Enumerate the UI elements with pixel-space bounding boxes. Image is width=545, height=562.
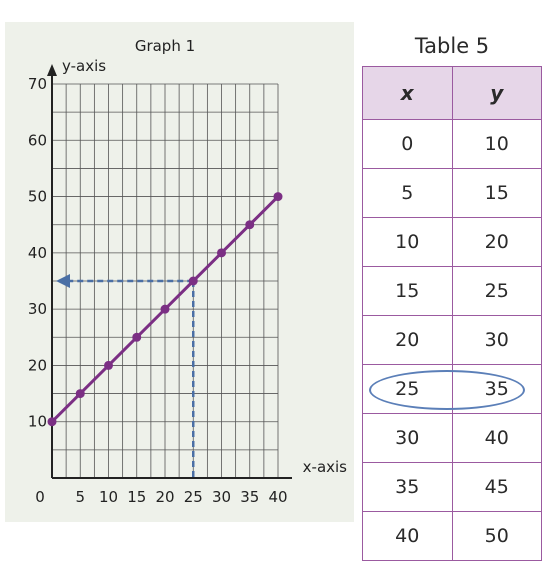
table-row: 40 50 bbox=[363, 512, 542, 561]
table-header-row: x y bbox=[363, 67, 542, 120]
graph-panel: 0 5 10 15 20 25 30 35 40 10 20 30 40 50 60 70 Graph 1 y-a… bbox=[5, 22, 354, 522]
table-cell-x: 30 bbox=[363, 414, 453, 463]
table-row: 15 25 bbox=[363, 267, 542, 316]
y-tick-label: 70 bbox=[28, 75, 47, 93]
table-cell-x: 10 bbox=[363, 218, 453, 267]
table-cell-x: 0 bbox=[363, 120, 453, 169]
y-tick-label: 50 bbox=[28, 188, 47, 206]
data-point bbox=[189, 277, 198, 286]
guide-arrow-icon bbox=[56, 274, 70, 288]
table-cell-x: 15 bbox=[363, 267, 453, 316]
data-point bbox=[245, 220, 254, 229]
y-axis-arrow-icon bbox=[47, 64, 57, 76]
table-cell-x: 35 bbox=[363, 463, 453, 512]
data-point bbox=[76, 389, 85, 398]
table-row: 25 35 bbox=[363, 365, 542, 414]
table-row: 5 15 bbox=[363, 169, 542, 218]
table-cell-y: 15 bbox=[452, 169, 542, 218]
x-tick-label: 15 bbox=[127, 488, 146, 506]
table-cell-y: 35 bbox=[452, 365, 542, 414]
y-tick-label: 40 bbox=[28, 244, 47, 262]
table-cell-x: 40 bbox=[363, 512, 453, 561]
data-point bbox=[104, 361, 113, 370]
y-tick-label: 30 bbox=[28, 300, 47, 318]
y-tick-label: 60 bbox=[28, 131, 47, 149]
table-cell-x: 25 bbox=[363, 365, 453, 414]
table-row: 0 10 bbox=[363, 120, 542, 169]
data-point bbox=[217, 248, 226, 257]
data-point bbox=[161, 305, 170, 314]
table-row: 10 20 bbox=[363, 218, 542, 267]
x-tick-label: 40 bbox=[268, 488, 287, 506]
table-cell-y: 45 bbox=[452, 463, 542, 512]
x-tick-label: 20 bbox=[155, 488, 174, 506]
x-tick-label: 5 bbox=[75, 488, 85, 506]
table-cell-y: 40 bbox=[452, 414, 542, 463]
y-tick-label: 10 bbox=[28, 413, 47, 431]
x-tick-label: 30 bbox=[212, 488, 231, 506]
chart-title: Graph 1 bbox=[135, 37, 195, 55]
x-tick-label: 0 bbox=[35, 488, 45, 506]
column-header-x: x bbox=[363, 67, 453, 120]
x-axis-label: x-axis bbox=[303, 458, 348, 476]
y-tick-label: 20 bbox=[28, 356, 47, 374]
table-cell-y: 50 bbox=[452, 512, 542, 561]
graph-1-chart: 0 5 10 15 20 25 30 35 40 10 20 30 40 50 60 70 Graph 1 y-a… bbox=[5, 22, 354, 522]
x-tick-label: 35 bbox=[240, 488, 259, 506]
table-cell-x: 5 bbox=[363, 169, 453, 218]
table-cell-y: 20 bbox=[452, 218, 542, 267]
column-header-y: y bbox=[452, 67, 542, 120]
table-cell-y: 30 bbox=[452, 316, 542, 365]
data-table: x y 0 10 5 15 10 20 15 25 20 30 25 35 30 40 35 45 40 50 bbox=[362, 66, 542, 561]
table-cell-y: 10 bbox=[452, 120, 542, 169]
table-row: 20 30 bbox=[363, 316, 542, 365]
table-title: Table 5 bbox=[362, 34, 542, 58]
x-tick-label: 10 bbox=[99, 488, 118, 506]
table-row: 30 40 bbox=[363, 414, 542, 463]
data-point bbox=[48, 417, 57, 426]
data-point bbox=[132, 333, 141, 342]
table-row: 35 45 bbox=[363, 463, 542, 512]
x-tick-label: 25 bbox=[184, 488, 203, 506]
y-axis-label: y-axis bbox=[62, 57, 106, 75]
table-cell-y: 25 bbox=[452, 267, 542, 316]
data-point bbox=[274, 192, 283, 201]
table-cell-x: 20 bbox=[363, 316, 453, 365]
